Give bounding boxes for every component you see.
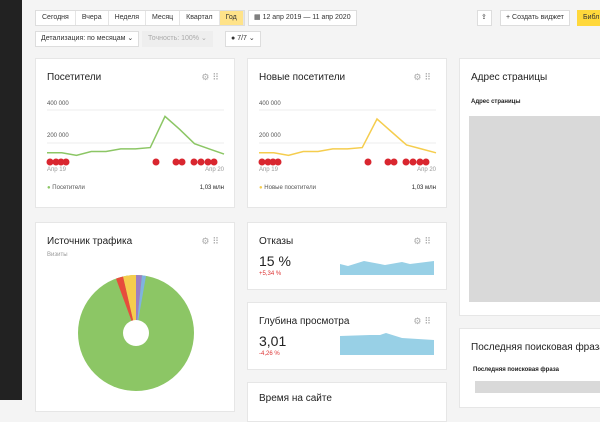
settings-icon[interactable]: ⚙⠿ — [413, 236, 434, 246]
export-button[interactable]: ⇪ — [477, 10, 492, 26]
traffic-pie-chart — [78, 274, 194, 391]
widget-title: Посетители — [47, 72, 102, 83]
annotation-marker[interactable] — [390, 158, 398, 166]
pie-slice[interactable] — [123, 275, 136, 333]
legend-item: ● Новые посетители — [259, 185, 316, 191]
annotation-marker[interactable] — [269, 158, 277, 166]
bounce-delta: +5,34 % — [259, 271, 282, 277]
annotation-marker[interactable] — [409, 158, 417, 166]
widget-title: Новые посетители — [259, 72, 346, 83]
calendar-icon: ▦ — [254, 14, 263, 21]
period-today[interactable]: Сегодня — [36, 11, 76, 25]
widget-title: Адрес страницы — [471, 72, 548, 83]
segments-dropdown[interactable]: ● 7/7 ⌄ — [225, 31, 261, 47]
visitors-chart — [46, 109, 225, 166]
annotation-marker[interactable] — [204, 158, 212, 166]
y-tick: 200 000 — [47, 133, 69, 139]
series-line — [259, 117, 437, 157]
y-tick: 200 000 — [259, 133, 281, 139]
pie-slice[interactable] — [116, 276, 136, 334]
widget-title: Глубина просмотра — [259, 316, 350, 327]
column-header: Последняя поисковая фраза — [473, 367, 559, 373]
new-visitors-chart — [258, 109, 437, 166]
period-yesterday[interactable]: Вчера — [76, 11, 109, 25]
widget-title: Источник трафика — [47, 236, 133, 247]
placeholder — [469, 116, 600, 302]
annotation-marker[interactable] — [62, 158, 70, 166]
annotation-marker[interactable] — [152, 158, 160, 166]
time-widget: Время на сайте — [247, 382, 447, 422]
annotation-marker[interactable] — [210, 158, 218, 166]
create-widget-button[interactable]: + Создать виджет — [500, 10, 570, 26]
pie-slice[interactable] — [136, 274, 142, 333]
annotation-marker[interactable] — [172, 158, 180, 166]
widget-title: Последняя поисковая фраза — [471, 342, 600, 353]
total: 1,03 млн — [199, 185, 224, 191]
visitors-widget: Посетители ⚙⠿ 400 000 200 000 Апр 19 Апр… — [35, 58, 235, 208]
accuracy-dropdown[interactable]: Точность: 100% ⌄ — [142, 31, 213, 47]
annotation-marker[interactable] — [190, 158, 198, 166]
x-tick: Апр 19 — [47, 167, 66, 173]
depth-delta: -4,26 % — [259, 351, 280, 357]
annotation-marker[interactable] — [46, 158, 54, 166]
settings-icon[interactable]: ⚙⠿ — [413, 72, 434, 82]
new-visitors-widget: Новые посетители ⚙⠿ 400 000 200 000 Апр … — [247, 58, 447, 208]
annotation-marker[interactable] — [422, 158, 430, 166]
depth-value: 3,01 — [259, 333, 287, 349]
period-selector: Сегодня Вчера Неделя Месяц Квартал Год — [35, 10, 245, 26]
annotation-marker[interactable] — [384, 158, 392, 166]
annotation-marker[interactable] — [52, 158, 60, 166]
period-year[interactable]: Год — [219, 11, 244, 25]
settings-icon[interactable]: ⚙⠿ — [201, 236, 222, 246]
period-month[interactable]: Месяц — [146, 11, 181, 25]
bounce-sparkline — [340, 261, 434, 275]
traffic-source-widget: Источник трафика ⚙⠿ Визиты — [35, 222, 235, 412]
annotation-marker[interactable] — [57, 158, 65, 166]
annotation-marker[interactable] — [416, 158, 424, 166]
placeholder — [475, 381, 600, 393]
annotation-marker[interactable] — [364, 158, 372, 166]
address-widget: Адрес страницы Адрес страницы — [459, 58, 600, 316]
sidebar — [0, 0, 22, 400]
column-header: Адрес страницы — [471, 99, 521, 105]
x-tick: Апр 20 — [205, 167, 224, 173]
period-quarter[interactable]: Квартал — [180, 11, 220, 25]
export-icon: ⇪ — [481, 14, 487, 21]
bounce-widget: Отказы ⚙⠿ 15 % +5,34 % — [247, 222, 447, 290]
x-tick: Апр 20 — [417, 167, 436, 173]
detail-dropdown[interactable]: Детализация: по месяцам ⌄ — [35, 31, 140, 47]
widget-title: Отказы — [259, 236, 294, 247]
depth-sparkline — [340, 333, 434, 355]
chat-icon: ● — [231, 35, 238, 42]
y-tick: 400 000 — [259, 101, 281, 107]
library-button[interactable]: Библ — [577, 10, 600, 26]
series-line — [47, 115, 225, 157]
settings-icon[interactable]: ⚙⠿ — [413, 316, 434, 326]
x-tick: Апр 19 — [259, 167, 278, 173]
settings-icon[interactable]: ⚙⠿ — [201, 72, 222, 82]
period-week[interactable]: Неделя — [109, 11, 147, 25]
date-range-button[interactable]: ▦ 12 апр 2019 — 11 апр 2020 — [248, 10, 357, 26]
annotation-marker[interactable] — [264, 158, 272, 166]
annotation-marker[interactable] — [178, 158, 186, 166]
y-tick: 400 000 — [47, 101, 69, 107]
annotation-marker[interactable] — [274, 158, 282, 166]
legend-item: ● Посетители — [47, 185, 85, 191]
annotation-marker[interactable] — [197, 158, 205, 166]
widget-subtitle: Визиты — [47, 252, 68, 258]
annotation-marker[interactable] — [258, 158, 266, 166]
annotation-marker[interactable] — [402, 158, 410, 166]
total: 1,03 млн — [411, 185, 436, 191]
depth-widget: Глубина просмотра ⚙⠿ 3,01 -4,26 % — [247, 302, 447, 370]
pie-slice[interactable] — [136, 275, 146, 333]
widget-title: Время на сайте — [259, 393, 332, 404]
last-search-widget: Последняя поисковая фраза Последняя поис… — [459, 328, 600, 408]
bounce-value: 15 % — [259, 253, 291, 269]
